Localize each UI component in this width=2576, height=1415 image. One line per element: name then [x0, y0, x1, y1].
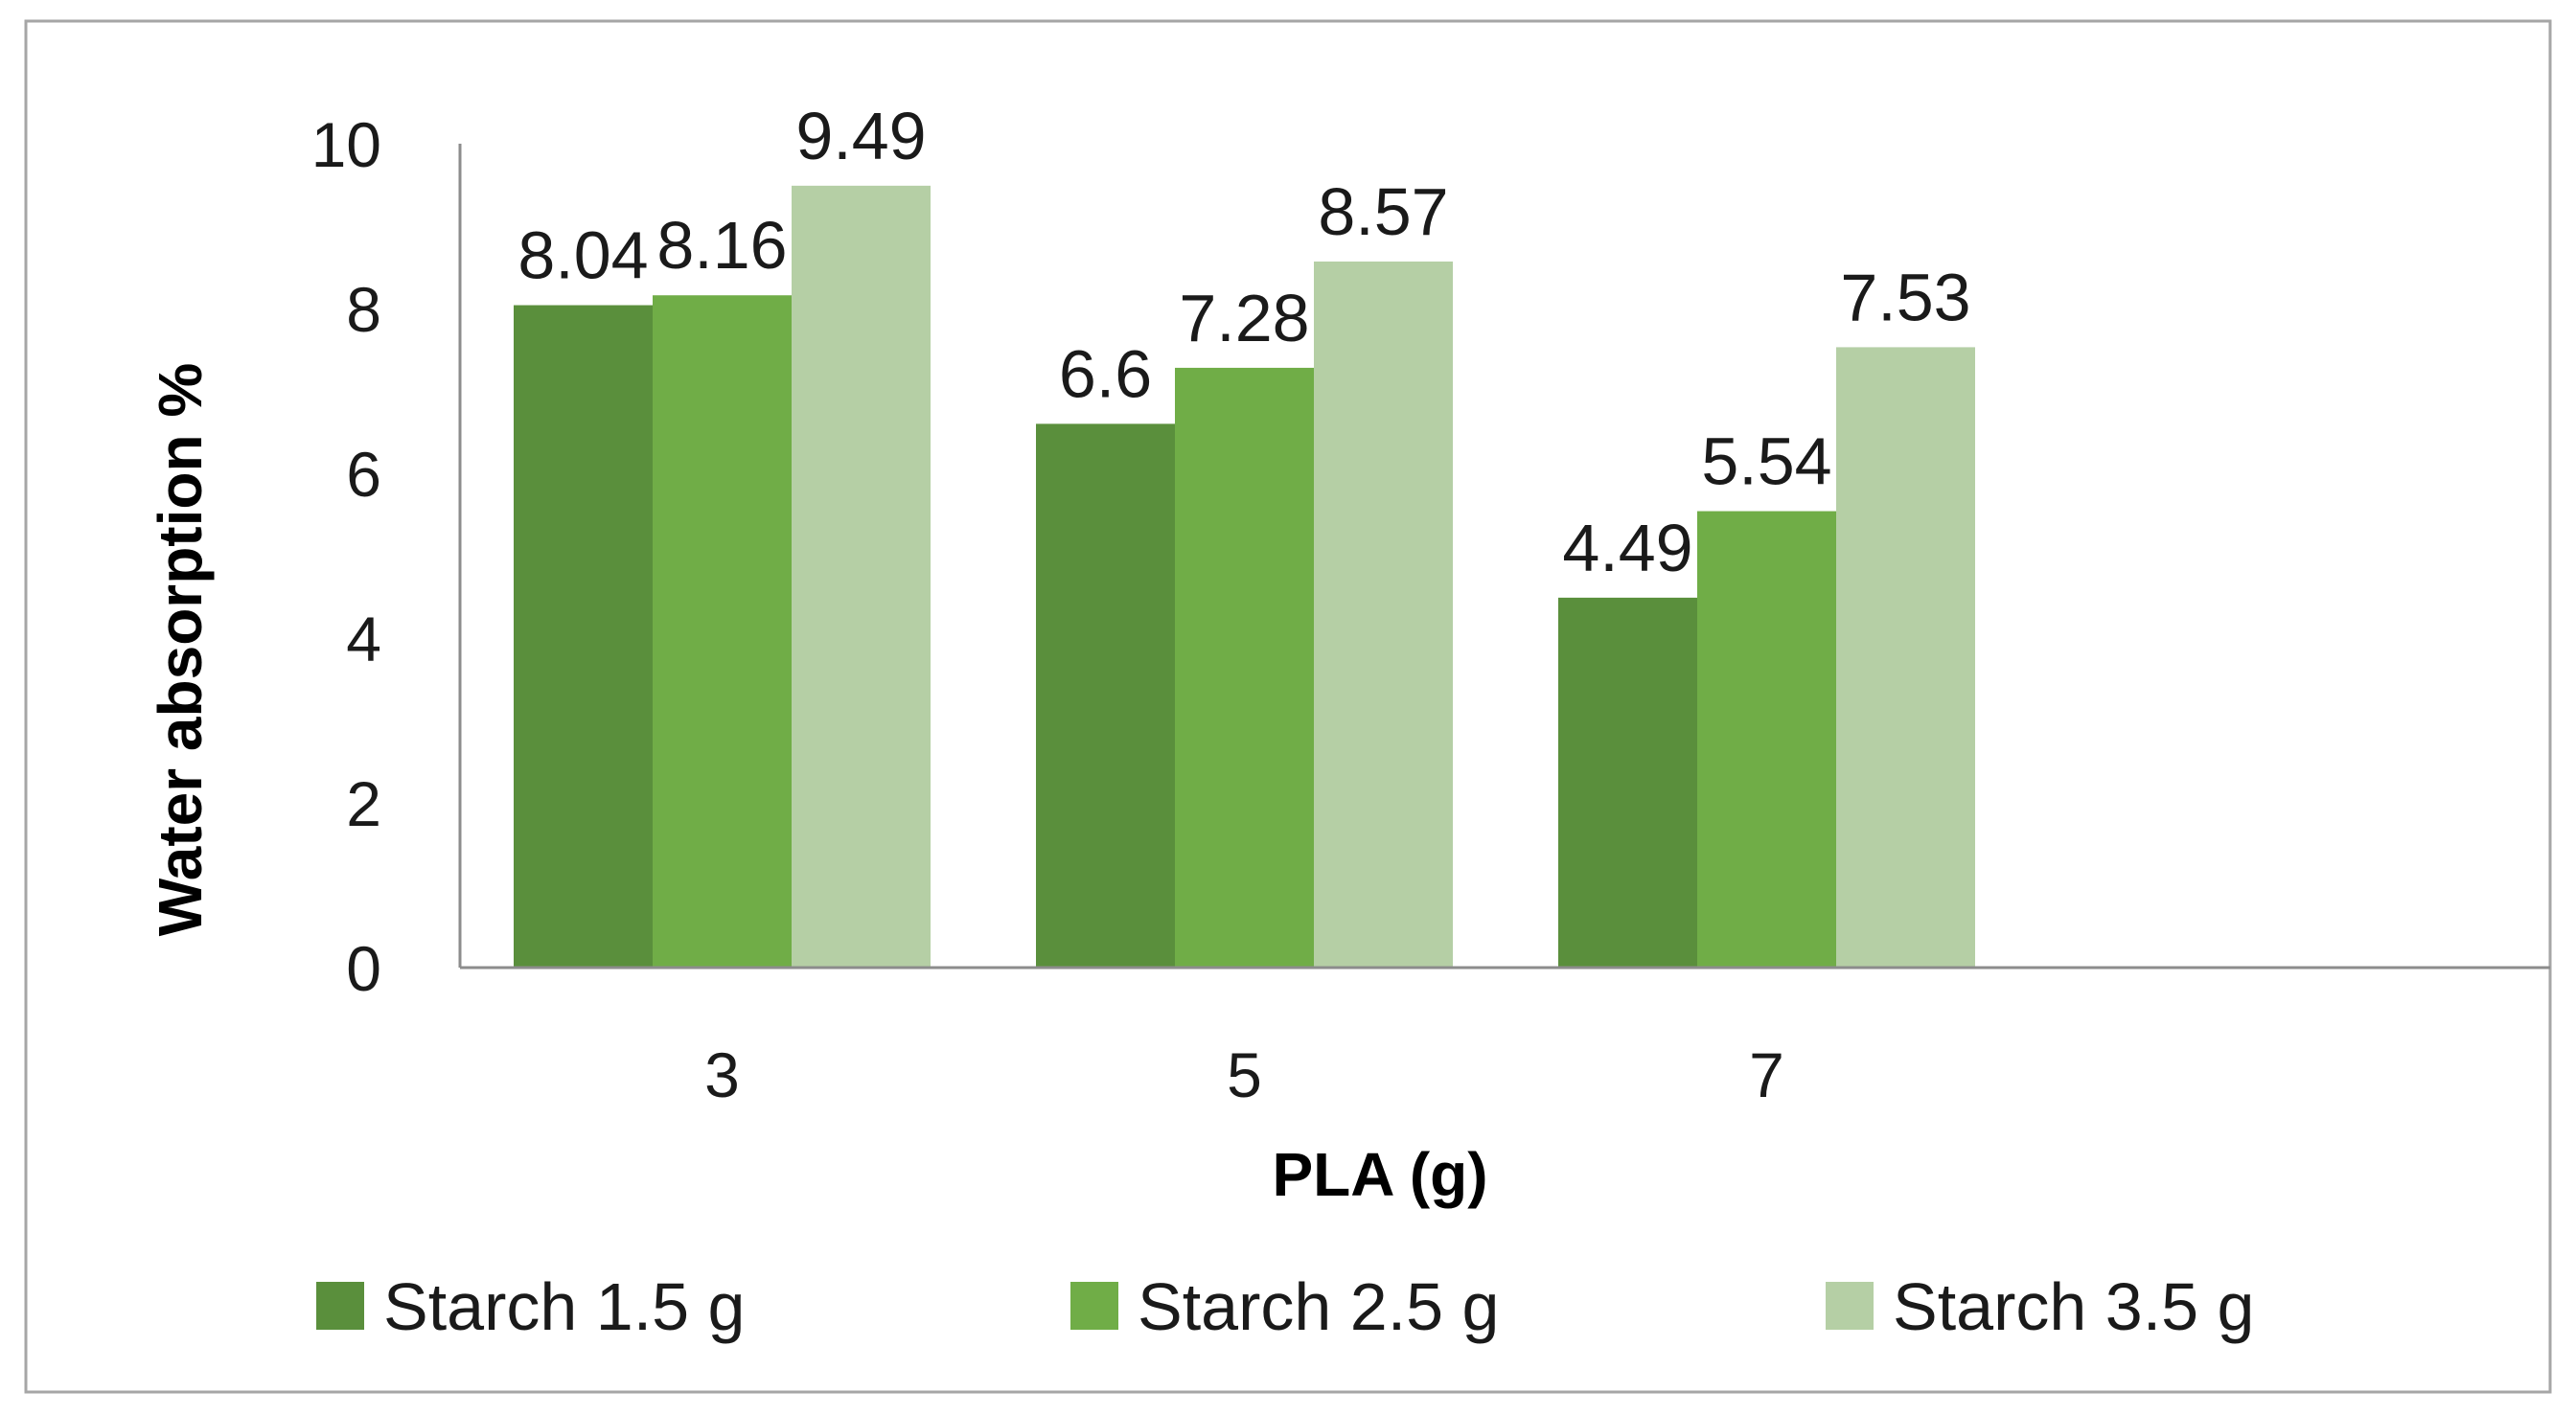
data-label: 5.54 — [1701, 424, 1831, 499]
legend-label: Starch 1.5 g — [383, 1269, 745, 1344]
bar-1-3 — [514, 305, 653, 968]
labels-layer: 8.04 8.169.49 3 6.6 7.288.57 5 4.495.54 7.53 7 0 2… — [311, 99, 1971, 1110]
x-tick-label: 7 — [1749, 1039, 1784, 1110]
y-tick-label: 4 — [346, 604, 381, 674]
x-tick-label: 5 — [1227, 1039, 1262, 1110]
y-tick-label: 10 — [311, 109, 381, 180]
data-label: 4.49 — [1562, 511, 1692, 585]
bars-layer — [514, 185, 1975, 969]
x-tick-label: 3 — [704, 1039, 740, 1110]
bar-1-5 — [1036, 423, 1175, 968]
data-label: 8.57 — [1318, 174, 1448, 249]
bar-2-3 — [653, 295, 792, 968]
legend-label: Starch 2.5 g — [1138, 1269, 1499, 1344]
data-label: 7.28 — [1179, 281, 1309, 355]
bar-3-5 — [1314, 261, 1453, 969]
y-axis-title: Water absorption % — [146, 363, 215, 937]
bar-3-7 — [1836, 347, 1975, 968]
data-label: 8.16 — [656, 208, 787, 283]
x-axis-title: PLA (g) — [1272, 1140, 1487, 1209]
y-tick-label: 6 — [346, 439, 381, 510]
y-tick-label: 2 — [346, 768, 381, 839]
data-label: 9.49 — [795, 99, 926, 173]
bar-2-5 — [1175, 367, 1314, 968]
y-tick-label: 0 — [346, 933, 381, 1004]
axes-layer — [458, 144, 2550, 970]
bar-3-3 — [792, 185, 931, 969]
bar-1-7 — [1558, 597, 1697, 968]
y-tick-label: 8 — [346, 274, 381, 345]
data-label: 7.53 — [1840, 260, 1970, 334]
legend-swatch — [316, 1282, 364, 1330]
bar-2-7 — [1697, 511, 1836, 968]
legend: Starch 1.5 g Starch 2.5 g Starch 3.5 g — [316, 1269, 2254, 1344]
legend-label: Starch 3.5 g — [1893, 1269, 2254, 1344]
data-label: 6.6 — [1059, 336, 1152, 411]
legend-swatch — [1070, 1282, 1118, 1330]
legend-swatch — [1826, 1282, 1874, 1330]
data-label: 8.04 — [518, 218, 648, 293]
